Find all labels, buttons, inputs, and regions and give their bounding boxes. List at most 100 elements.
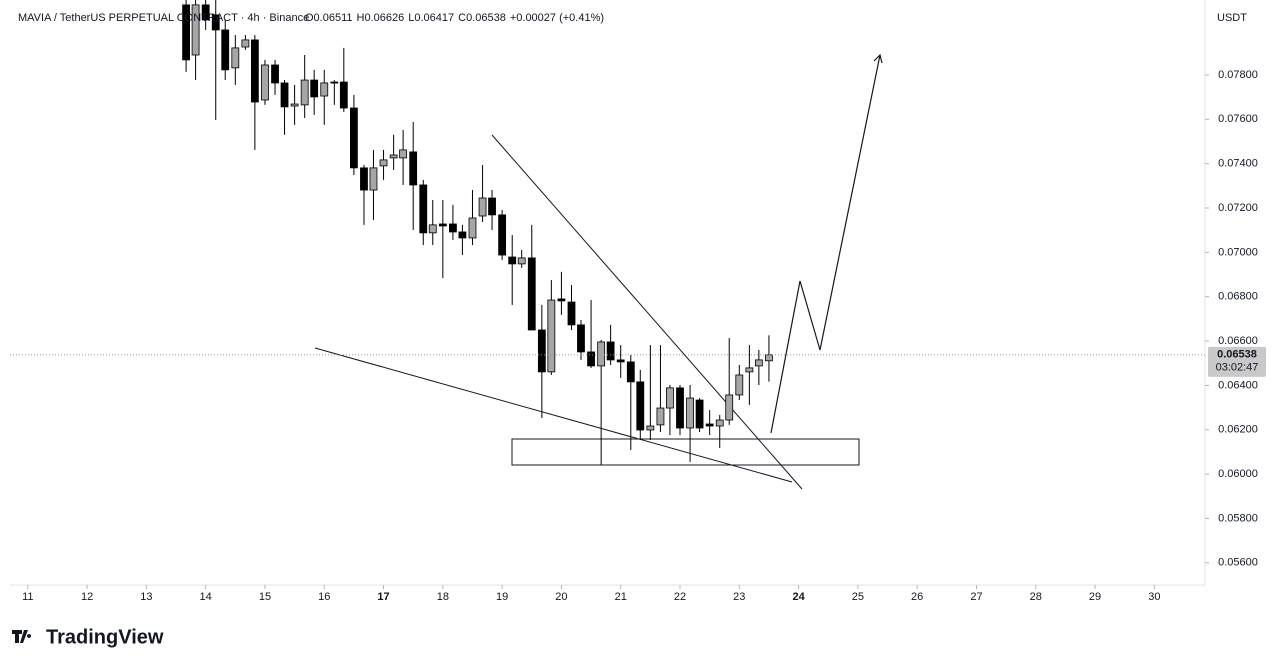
last-price-tag	[1208, 346, 1266, 377]
ohlc-value: C0.06538	[458, 12, 506, 24]
bear-body	[449, 223, 457, 233]
x-tick-label: 24	[792, 591, 805, 603]
x-tick-label: 23	[733, 591, 745, 603]
bull-body	[646, 425, 655, 431]
change: +0.00027 (+0.41%)	[510, 12, 604, 24]
candles	[182, 0, 773, 466]
bull-body	[517, 257, 526, 265]
bull-body	[597, 341, 606, 367]
bear-body	[537, 329, 546, 373]
plot-area	[10, 0, 1200, 585]
y-tick-label: 0.05600	[1218, 557, 1258, 569]
bull-body	[656, 407, 665, 426]
y-tick-label: 0.06800	[1218, 291, 1258, 303]
drawings	[314, 53, 883, 490]
bear-body	[280, 82, 289, 108]
y-tick-label: 0.07800	[1218, 69, 1258, 81]
bull-body	[478, 197, 487, 217]
arrow-head	[873, 53, 883, 64]
bear-body	[498, 214, 507, 256]
last-price: 0.06538	[1217, 349, 1257, 361]
y-tick-label: 0.06400	[1218, 379, 1258, 391]
x-tick-label: 12	[81, 591, 93, 603]
trendline	[491, 134, 803, 490]
bull-body	[725, 394, 734, 421]
x-tick-label: 28	[1030, 591, 1042, 603]
bear-body	[182, 4, 190, 61]
bear-body	[201, 4, 210, 21]
x-tick-label: 21	[615, 591, 627, 603]
bear-body	[636, 381, 645, 431]
bear-body	[626, 361, 635, 383]
y-tick-label: 0.07000	[1218, 246, 1258, 258]
bear-body	[527, 257, 536, 331]
bull-body	[745, 367, 754, 373]
x-tick-label: 22	[674, 591, 686, 603]
x-tick-label: 15	[259, 591, 271, 603]
bear-body	[695, 399, 704, 429]
bull-body	[735, 374, 744, 396]
bear-body	[419, 184, 428, 234]
y-tick-label: 0.06200	[1218, 424, 1258, 436]
bear-body	[705, 423, 714, 427]
x-tick-label: 29	[1089, 591, 1101, 603]
bull-body	[754, 359, 763, 367]
bear-body	[339, 81, 348, 109]
bull-body	[290, 103, 299, 107]
x-tick-label: 13	[140, 591, 152, 603]
bull-body	[468, 217, 477, 239]
x-tick-label: 14	[200, 591, 212, 603]
logo-mark	[12, 630, 32, 643]
bear-body	[488, 197, 496, 216]
bear-body	[508, 256, 517, 265]
y-tick-label: 0.05800	[1218, 512, 1258, 524]
currency: USDT	[1217, 12, 1247, 24]
ohlc-value: L0.06417	[408, 12, 454, 24]
x-tick-label: 17	[377, 591, 389, 603]
bull-body	[715, 419, 724, 427]
bear-body	[438, 223, 447, 227]
bull-body	[547, 299, 556, 373]
tradingview-logo: TradingView	[12, 626, 164, 648]
bear-body	[310, 79, 319, 98]
bull-body	[369, 167, 378, 191]
x-tick-label: 30	[1148, 591, 1160, 603]
y-tick-label: 0.07600	[1218, 113, 1258, 125]
bear-body	[211, 14, 220, 31]
symbol-title: MAVIA / TetherUS PERPETUAL CONTRACT · 4h…	[18, 12, 309, 24]
y-tick-label: 0.07400	[1218, 158, 1258, 170]
bear-body	[250, 39, 259, 103]
bear-body	[676, 387, 684, 429]
y-tick-label: 0.07200	[1218, 202, 1258, 214]
bull-body	[320, 82, 329, 97]
brand: TradingView	[46, 626, 164, 648]
x-tick-label: 20	[555, 591, 567, 603]
bear-body	[409, 151, 418, 186]
bull-body	[261, 64, 269, 101]
y-tick-label: 0.06000	[1218, 468, 1258, 480]
x-tick-label: 26	[911, 591, 923, 603]
x-tick-label: 18	[437, 591, 449, 603]
bear-body	[330, 81, 339, 84]
projection-path	[770, 54, 881, 434]
x-tick-label: 25	[852, 591, 864, 603]
bear-body	[349, 107, 358, 169]
bull-body	[231, 47, 240, 69]
ohlc-readout: O0.06511 H0.06626 L0.06417 C0.06538 +0.00027…	[305, 12, 604, 24]
ohlc-value: H0.06626	[357, 12, 405, 24]
bear-body	[221, 29, 230, 71]
bear-body	[606, 341, 615, 361]
support-zone	[511, 438, 860, 466]
bear-body	[567, 301, 576, 326]
bear-body	[360, 167, 368, 191]
bull-body	[191, 4, 200, 56]
bull-body	[765, 354, 773, 362]
bull-body	[686, 397, 694, 429]
ohlc-value: O0.06511	[305, 12, 353, 24]
bear-body	[587, 351, 595, 367]
bull-body	[428, 224, 437, 234]
x-tick-label: 11	[22, 591, 33, 603]
x-tick-label: 16	[318, 591, 330, 603]
bull-body	[389, 154, 398, 159]
